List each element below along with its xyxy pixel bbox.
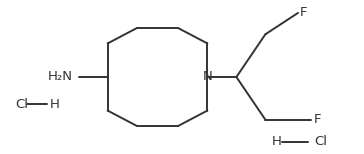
Text: Cl: Cl: [314, 135, 327, 148]
Text: N: N: [202, 71, 212, 83]
Text: F: F: [313, 113, 321, 126]
Text: Cl: Cl: [15, 98, 28, 111]
Text: H: H: [271, 135, 281, 148]
Text: F: F: [300, 6, 307, 19]
Text: H₂N: H₂N: [48, 71, 73, 83]
Text: H: H: [50, 98, 60, 111]
